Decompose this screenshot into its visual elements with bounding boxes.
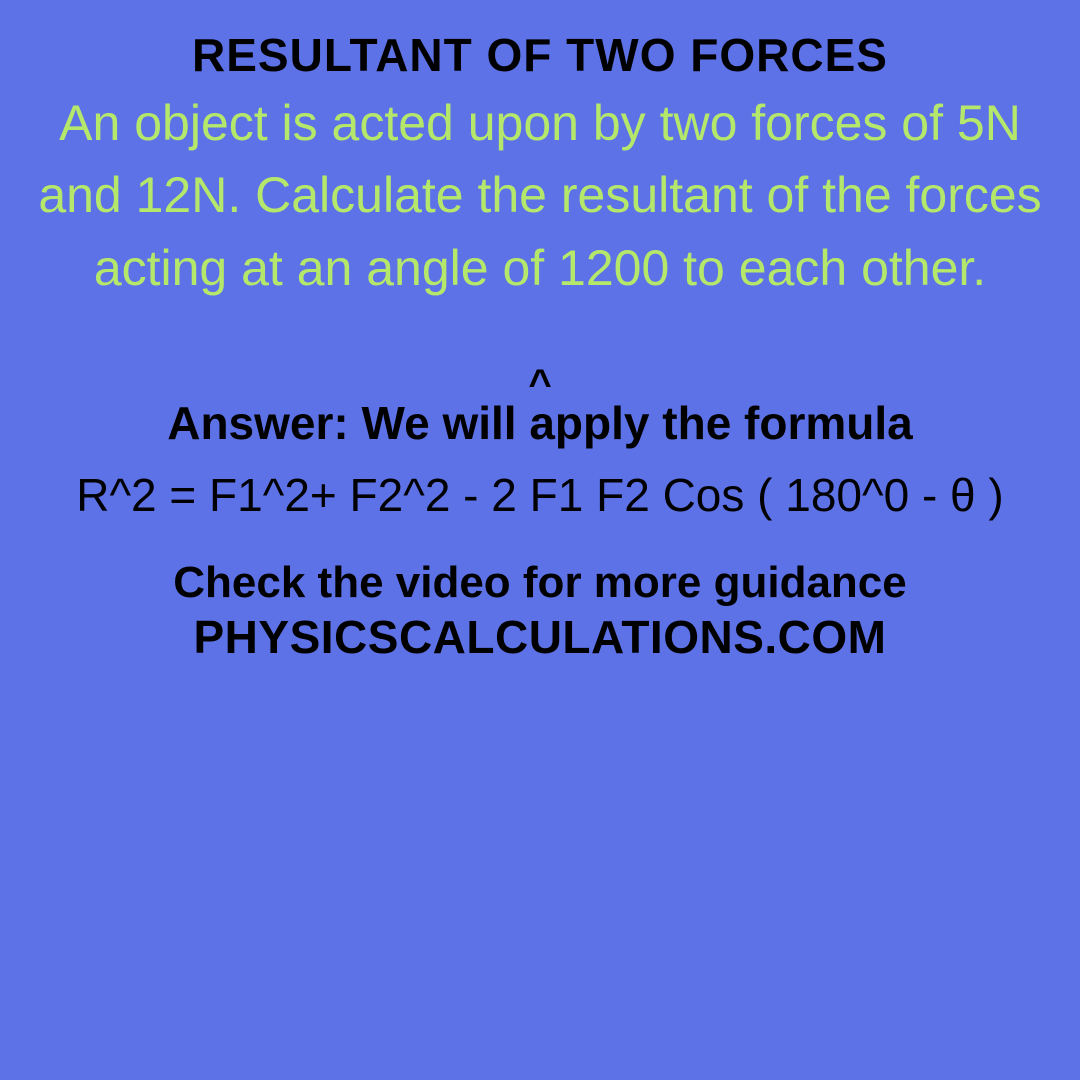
formula-text: R^2 = F1^2+ F2^2 - 2 F1 F2 Cos ( 180^0 -… [20,461,1060,530]
answer-label: Answer: We will apply the formula [20,396,1060,451]
guidance-text: Check the video for more guidance [20,558,1060,609]
site-name: PHYSICSCALCULATIONS.COM [20,611,1060,664]
page-title: RESULTANT OF TWO FORCES [20,30,1060,81]
question-text: An object is acted upon by two forces of… [20,87,1060,305]
